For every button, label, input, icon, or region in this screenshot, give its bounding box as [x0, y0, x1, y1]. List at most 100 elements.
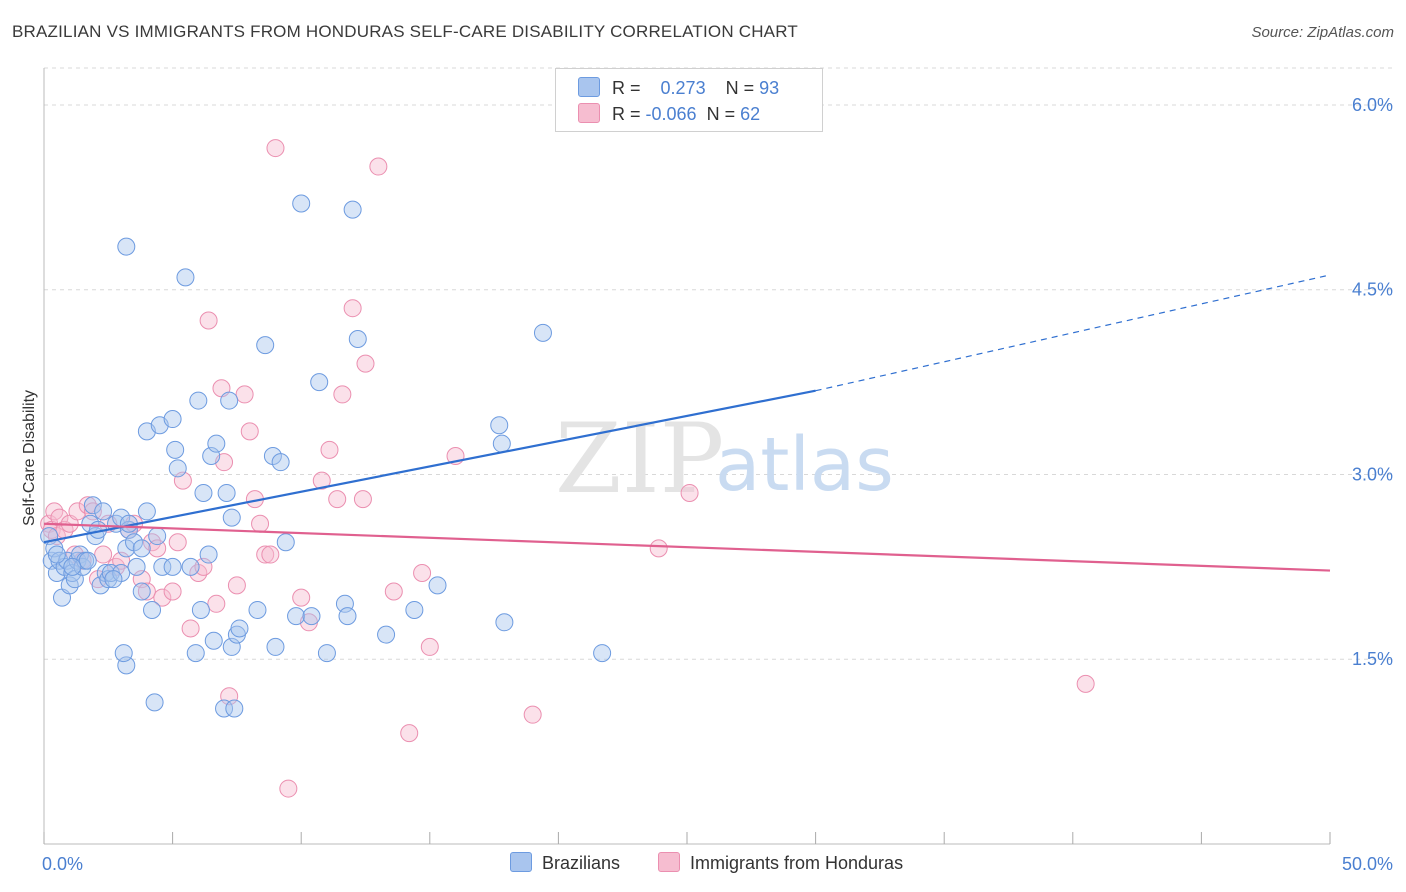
point-brazilians: [78, 551, 97, 570]
bottom-legend-swatch-pink: [658, 852, 680, 872]
point-honduras: [369, 157, 388, 176]
point-honduras: [328, 490, 347, 509]
legend-n-value: 93: [759, 78, 780, 98]
point-brazilians: [137, 502, 156, 521]
watermark: ZIP atlas: [555, 403, 894, 515]
point-brazilians: [428, 576, 447, 595]
point-brazilians: [127, 557, 146, 576]
legend-n-label: N =: [706, 104, 736, 124]
point-honduras: [163, 582, 182, 601]
point-brazilians: [533, 323, 552, 342]
bottom-legend-brazilians: Brazilians: [510, 852, 620, 874]
point-honduras: [1076, 674, 1095, 693]
x-tick-label-min: 0.0%: [42, 854, 83, 874]
point-brazilians: [377, 625, 396, 644]
y-axis-label: Self-Care Disability: [21, 390, 38, 526]
legend-swatch-blue: [578, 77, 600, 97]
legend-r-value: -0.066: [645, 104, 697, 124]
point-honduras: [343, 299, 362, 318]
point-brazilians: [215, 699, 234, 718]
point-brazilians: [495, 613, 514, 632]
point-brazilians: [490, 416, 509, 435]
point-brazilians: [143, 600, 162, 619]
point-honduras: [356, 354, 375, 373]
trend-line-brazilians-extrapolated: [815, 274, 1331, 392]
point-brazilians: [271, 453, 290, 472]
point-brazilians: [83, 496, 102, 515]
point-honduras: [94, 545, 113, 564]
point-brazilians: [405, 600, 424, 619]
bottom-legend-honduras: Immigrants from Honduras: [658, 852, 903, 874]
point-brazilians: [593, 644, 612, 663]
legend-n-label: N =: [725, 78, 755, 98]
point-honduras: [400, 724, 419, 743]
point-brazilians: [302, 607, 321, 626]
point-honduras: [261, 545, 280, 564]
x-tick-label-max: 50.0%: [1342, 854, 1393, 874]
point-brazilians: [104, 570, 123, 589]
point-honduras: [420, 637, 439, 656]
point-honduras: [279, 779, 298, 798]
grid-lines: [44, 67, 1392, 660]
point-honduras: [353, 490, 372, 509]
point-brazilians: [230, 619, 249, 638]
point-brazilians: [199, 545, 218, 564]
point-brazilians: [266, 637, 285, 656]
point-honduras: [680, 483, 699, 502]
point-honduras: [251, 514, 270, 533]
point-honduras: [312, 471, 331, 490]
trend-line-brazilians: [43, 389, 816, 544]
point-brazilians: [63, 557, 82, 576]
point-brazilians: [194, 483, 213, 502]
point-honduras: [292, 588, 311, 607]
y-tick-label: 1.5%: [1352, 649, 1393, 669]
point-brazilians: [222, 508, 241, 527]
y-tick-label: 3.0%: [1352, 464, 1393, 484]
point-honduras: [266, 139, 285, 158]
point-brazilians: [310, 373, 329, 392]
axes: [43, 68, 1331, 845]
legend-swatch-pink: [578, 103, 600, 123]
legend-row-honduras: R = -0.066 N = 62: [578, 103, 760, 125]
source-label: Source: ZipAtlas.com: [1251, 24, 1394, 41]
point-brazilians: [287, 607, 306, 626]
y-tick-label: 6.0%: [1352, 95, 1393, 115]
trend-lines: [43, 274, 1331, 572]
point-honduras: [256, 545, 275, 564]
point-honduras: [148, 539, 167, 558]
point-brazilians: [248, 600, 267, 619]
legend-n-value: 62: [740, 104, 761, 124]
point-honduras: [181, 619, 200, 638]
point-honduras: [199, 311, 218, 330]
bottom-legend-swatch-blue: [510, 852, 532, 872]
correlation-legend: R = 0.273 N = 93 R = -0.066 N = 62: [555, 68, 823, 132]
point-honduras: [649, 539, 668, 558]
point-honduras: [240, 422, 259, 441]
trend-line-honduras: [43, 522, 1331, 572]
point-brazilians: [153, 557, 172, 576]
point-brazilians: [220, 391, 239, 410]
point-brazilians: [132, 539, 151, 558]
point-honduras: [320, 440, 339, 459]
point-honduras: [137, 582, 156, 601]
legend-r-label: R =: [612, 104, 641, 124]
point-honduras: [333, 385, 352, 404]
point-honduras: [413, 564, 432, 583]
point-brazilians: [204, 631, 223, 650]
bottom-legend-label-brazilians: Brazilians: [542, 853, 621, 873]
series-honduras-points: [40, 139, 1095, 798]
point-brazilians: [225, 699, 244, 718]
point-brazilians: [348, 329, 367, 348]
point-brazilians: [132, 582, 151, 601]
point-brazilians: [176, 268, 195, 287]
point-brazilians: [47, 545, 66, 564]
legend-row-brazilians: R = 0.273 N = 93: [578, 77, 779, 99]
tick-labels: 1.5% 3.0% 4.5% 6.0% 0.0% 50.0%: [42, 95, 1393, 874]
point-brazilians: [186, 644, 205, 663]
point-brazilians: [189, 391, 208, 410]
point-brazilians: [181, 557, 200, 576]
legend-r-value: 0.273: [660, 78, 706, 98]
point-honduras: [207, 594, 226, 613]
point-brazilians: [492, 434, 511, 453]
point-brazilians: [94, 502, 113, 521]
